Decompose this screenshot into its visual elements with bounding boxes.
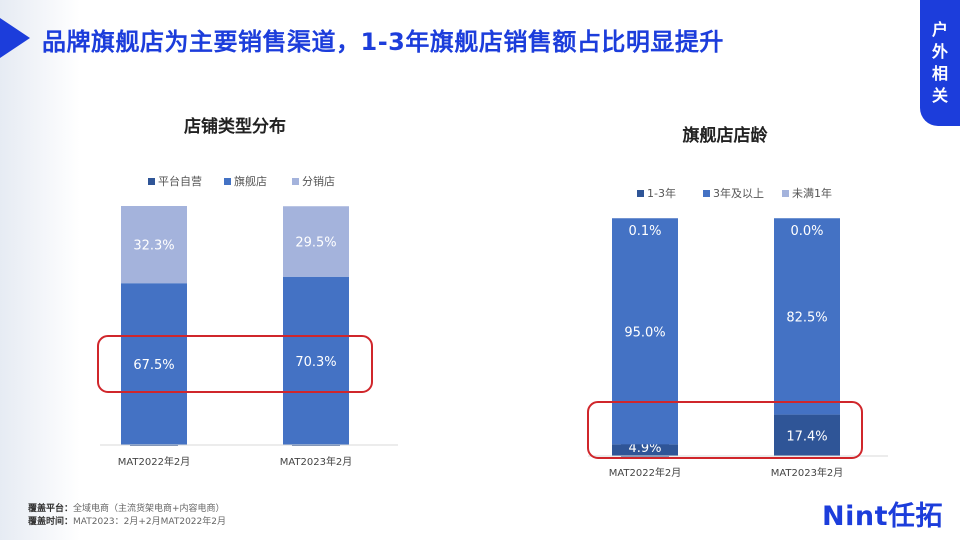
side-tab-char: 外: [931, 42, 948, 61]
category-label: MAT2023年2月: [771, 466, 844, 479]
footer-time-value: MAT2023：2月+2月MAT2022年2月: [73, 517, 226, 527]
legend-swatch: [703, 190, 710, 197]
category-label: MAT2023年2月: [280, 455, 353, 468]
bar-segment: [283, 206, 349, 277]
category-label: MAT2022年2月: [118, 455, 191, 468]
data-label: 70.3%: [295, 355, 336, 370]
legend-label: 未满1年: [792, 186, 832, 200]
bar-segment: [774, 218, 840, 415]
data-label: 0.1%: [628, 224, 661, 239]
footer-notes: 覆盖平台：全域电商（主流货架电商+内容电商） 覆盖时间：MAT2023：2月+2…: [28, 503, 226, 529]
category-label: MAT2022年2月: [609, 466, 682, 479]
highlight-box: [587, 401, 863, 459]
highlight-box: [97, 335, 373, 393]
legend-label: 1-3年: [647, 186, 676, 200]
legend-swatch: [148, 178, 155, 185]
bar-segment: [612, 218, 678, 445]
data-label: 82.5%: [786, 310, 827, 325]
data-label: 29.5%: [295, 235, 336, 250]
bar-segment: [283, 276, 349, 445]
data-label: 32.3%: [133, 239, 174, 254]
data-label: 95.0%: [624, 325, 665, 340]
legend-swatch: [637, 190, 644, 197]
chart-1-title: 店铺类型分布: [184, 117, 286, 137]
bar-segment: [121, 283, 187, 445]
legend-swatch: [782, 190, 789, 197]
legend-label: 分销店: [302, 174, 335, 188]
title-arrow-icon: [0, 18, 30, 58]
side-tab-char: 关: [931, 86, 948, 105]
legend-label: 平台自营: [158, 174, 202, 188]
data-label: 17.4%: [786, 429, 827, 444]
legend-swatch: [224, 178, 231, 185]
nint-logo: Nint任拓: [822, 501, 943, 532]
legend-swatch: [292, 178, 299, 185]
legend-label: 3年及以上: [713, 186, 764, 200]
bar-segment: [774, 414, 840, 456]
data-label: 0.0%: [790, 224, 823, 239]
footer-time-key: 覆盖时间：: [28, 517, 74, 527]
data-label: 4.9%: [628, 441, 661, 456]
bar-segment: [121, 206, 187, 284]
side-tab[interactable]: 户 外 相 关: [920, 0, 960, 126]
legend-label: 旗舰店: [234, 174, 267, 188]
data-label: 67.5%: [133, 358, 174, 373]
background-gradient: [0, 0, 80, 540]
page-title: 品牌旗舰店为主要销售渠道，1-3年旗舰店销售额占比明显提升: [42, 28, 724, 56]
side-tab-char: 相: [931, 64, 948, 83]
footer-platform-value: 全域电商（主流货架电商+内容电商）: [73, 504, 225, 514]
side-tab-char: 户: [931, 20, 948, 39]
footer-platform-key: 覆盖平台：: [28, 504, 74, 514]
chart-2-title: 旗舰店店龄: [682, 126, 768, 146]
